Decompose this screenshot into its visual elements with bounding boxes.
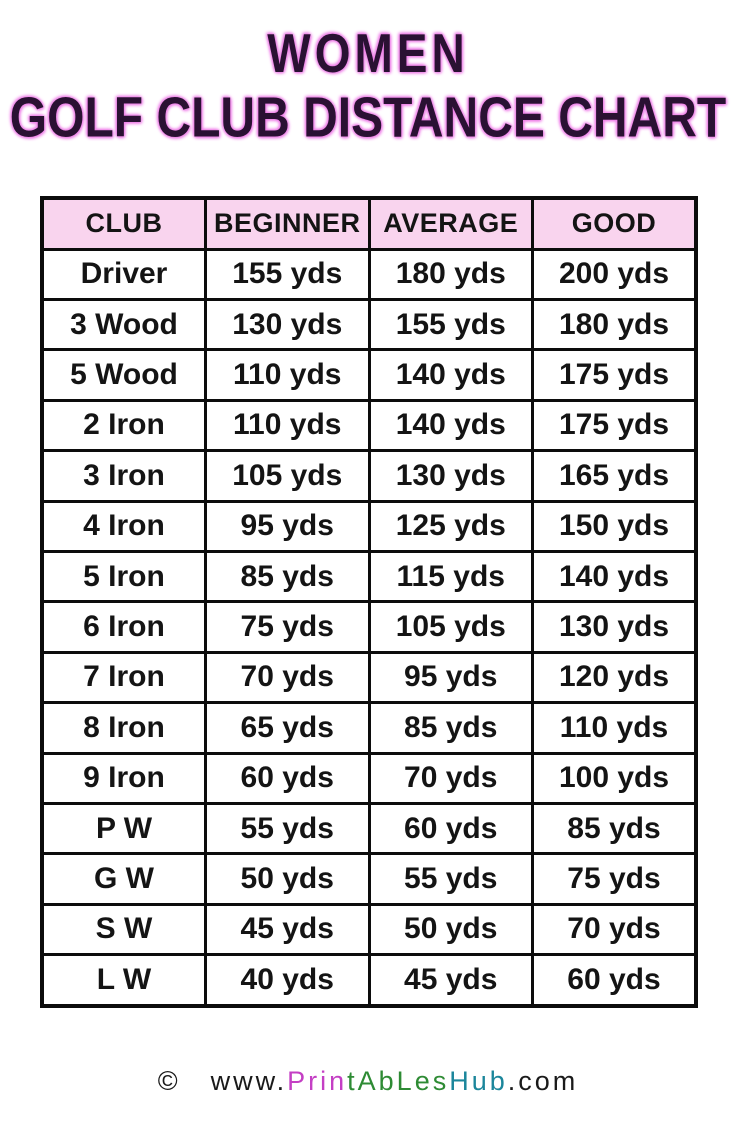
distance-cell: 140 yds — [367, 398, 534, 453]
table-row: S W 45 yds 50 yds 70 yds — [40, 902, 698, 957]
club-cell: 6 Iron — [40, 600, 207, 654]
club-cell: 4 Iron — [40, 499, 207, 553]
page-title-line-1: WOMEN — [0, 22, 736, 83]
column-header-average: AVERAGE — [367, 196, 534, 251]
distance-cell: 110 yds — [204, 348, 371, 402]
distance-cell: 95 yds — [367, 650, 534, 705]
table-row: 6 Iron 75 yds 105 yds 130 yds — [40, 600, 698, 654]
distance-cell: 130 yds — [204, 297, 371, 352]
title-block: WOMEN GOLF CLUB DISTANCE CHART — [0, 22, 736, 150]
club-cell: 3 Wood — [40, 297, 207, 352]
table-row: 4 Iron 95 yds 125 yds 150 yds — [40, 499, 698, 553]
distance-cell: 70 yds — [204, 650, 371, 705]
distance-cell: 95 yds — [204, 499, 371, 553]
table-row: 7 Iron 70 yds 95 yds 120 yds — [40, 650, 698, 705]
watermark-segment: Prin — [287, 1066, 348, 1096]
club-cell: 5 Iron — [40, 549, 207, 604]
table-row: 5 Wood 110 yds 140 yds 175 yds — [40, 348, 698, 402]
table-row: 2 Iron 110 yds 140 yds 175 yds — [40, 398, 698, 453]
distance-cell: 140 yds — [367, 348, 534, 402]
distance-cell: 75 yds — [531, 852, 698, 906]
distance-cell: 75 yds — [204, 600, 371, 654]
distance-cell: 85 yds — [367, 701, 534, 755]
column-header-beginner: BEGINNER — [204, 196, 371, 251]
distance-cell: 110 yds — [204, 398, 371, 453]
page-title-line-2-text: GOLF CLUB DISTANCE CHART — [9, 87, 727, 150]
club-cell: 3 Iron — [40, 449, 207, 503]
club-cell: S W — [40, 902, 207, 957]
copyright-symbol: © — [157, 1066, 181, 1096]
distance-cell: 115 yds — [367, 549, 534, 604]
distance-cell: 45 yds — [367, 953, 534, 1008]
watermark-segment: .com — [507, 1066, 579, 1096]
distance-cell: 65 yds — [204, 701, 371, 755]
table-row: 3 Wood 130 yds 155 yds 180 yds — [40, 297, 698, 352]
page-title-line-2: GOLF CLUB DISTANCE CHART — [0, 87, 736, 150]
distance-cell: 140 yds — [531, 549, 698, 604]
club-cell: 2 Iron — [40, 398, 207, 453]
distance-cell: 180 yds — [531, 297, 698, 352]
watermark-segment: Hub — [449, 1066, 508, 1096]
table-row: 3 Iron 105 yds 130 yds 165 yds — [40, 449, 698, 503]
distance-cell: 175 yds — [531, 398, 698, 453]
page-title-line-1-text: WOMEN — [267, 22, 469, 84]
table-row: L W 40 yds 45 yds 60 yds — [40, 953, 698, 1008]
watermark: © www.PrintAbLesHub.com — [0, 1066, 736, 1097]
distance-cell: 60 yds — [367, 801, 534, 856]
distance-cell: 60 yds — [204, 751, 371, 805]
table-row: P W 55 yds 60 yds 85 yds — [40, 801, 698, 856]
distance-cell: 120 yds — [531, 650, 698, 705]
distance-cell: 50 yds — [204, 852, 371, 906]
distance-cell: 110 yds — [531, 701, 698, 755]
club-cell: Driver — [40, 247, 207, 301]
table-body: Driver 155 yds 180 yds 200 yds 3 Wood 130 yds… — [40, 247, 698, 1008]
table-row: 5 Iron 85 yds 115 yds 140 yds — [40, 549, 698, 604]
distance-cell: 70 yds — [531, 902, 698, 957]
distance-cell: 130 yds — [531, 600, 698, 654]
club-cell: 7 Iron — [40, 650, 207, 705]
distance-cell: 150 yds — [531, 499, 698, 553]
distance-cell: 200 yds — [531, 247, 698, 301]
watermark-segment: www. — [210, 1066, 288, 1096]
watermark-url: www.PrintAbLesHub.com — [211, 1066, 579, 1096]
club-cell: 8 Iron — [40, 701, 207, 755]
distance-cell: 45 yds — [204, 902, 371, 957]
distance-cell: 40 yds — [204, 953, 371, 1008]
distance-cell: 175 yds — [531, 348, 698, 402]
table-row: 9 Iron 60 yds 70 yds 100 yds — [40, 751, 698, 805]
distance-cell: 125 yds — [367, 499, 534, 553]
distance-cell: 105 yds — [367, 600, 534, 654]
distance-cell: 155 yds — [204, 247, 371, 301]
club-cell: 5 Wood — [40, 348, 207, 402]
table-row: G W 50 yds 55 yds 75 yds — [40, 852, 698, 906]
distance-cell: 165 yds — [531, 449, 698, 503]
distance-cell: 85 yds — [531, 801, 698, 856]
column-header-club: CLUB — [40, 196, 207, 251]
distance-cell: 155 yds — [367, 297, 534, 352]
table-header-row: CLUB BEGINNER AVERAGE GOOD — [40, 196, 698, 251]
distance-cell: 130 yds — [367, 449, 534, 503]
distance-cell: 105 yds — [204, 449, 371, 503]
watermark-segment: tAbLes — [347, 1066, 450, 1096]
column-header-good: GOOD — [531, 196, 698, 251]
distance-cell: 50 yds — [367, 902, 534, 957]
table-row: Driver 155 yds 180 yds 200 yds — [40, 247, 698, 301]
club-cell: 9 Iron — [40, 751, 207, 805]
distance-cell: 60 yds — [531, 953, 698, 1008]
club-cell: P W — [40, 801, 207, 856]
distance-cell: 100 yds — [531, 751, 698, 805]
club-cell: G W — [40, 852, 207, 906]
distance-cell: 85 yds — [204, 549, 371, 604]
distance-cell: 55 yds — [367, 852, 534, 906]
distance-cell: 55 yds — [204, 801, 371, 856]
golf-distance-table: CLUB BEGINNER AVERAGE GOOD Driver 155 yds 180… — [40, 196, 698, 1008]
club-cell: L W — [40, 953, 207, 1008]
table-row: 8 Iron 65 yds 85 yds 110 yds — [40, 701, 698, 755]
distance-cell: 180 yds — [367, 247, 534, 301]
distance-cell: 70 yds — [367, 751, 534, 805]
table-header: CLUB BEGINNER AVERAGE GOOD — [40, 196, 698, 251]
